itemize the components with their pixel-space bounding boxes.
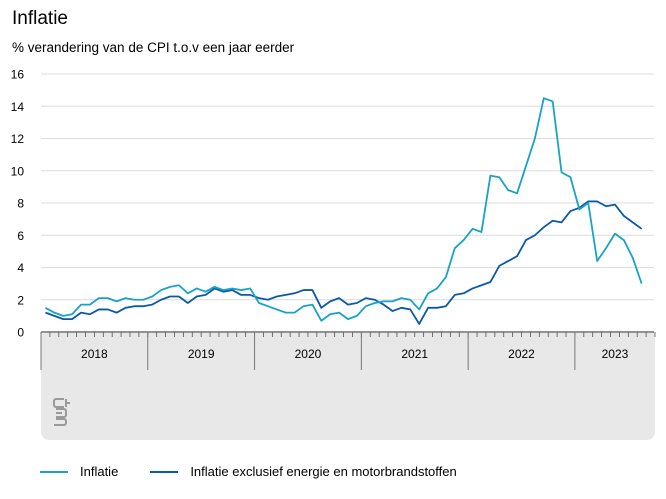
year-label-2019: 2019 — [188, 347, 215, 361]
chart-canvas: 0 2 4 6 8 10 12 14 16 2018 2019 2020 2021 2022 2023 — [11, 68, 656, 440]
year-label-2018: 2018 — [81, 347, 108, 361]
y-tick-label-14: 14 — [11, 100, 25, 114]
y-tick-label-6: 6 — [17, 229, 24, 243]
legend-swatch-kerninflatie — [150, 470, 179, 473]
y-tick-label-2: 2 — [17, 293, 24, 307]
x-axis-band-top — [41, 333, 655, 345]
legend-item-inflatie[interactable]: Inflatie — [40, 464, 118, 479]
y-tick-label-4: 4 — [17, 261, 24, 275]
series-line-inflatie — [45, 97, 643, 322]
x-axis-band — [41, 333, 655, 440]
legend-item-kerninflatie[interactable]: Inflatie exclusief energie en motorbrand… — [150, 464, 457, 479]
year-label-2023: 2023 — [602, 347, 629, 361]
year-label-2020: 2020 — [295, 347, 322, 361]
legend-label-inflatie: Inflatie — [80, 464, 119, 479]
y-tick-label-8: 8 — [17, 197, 24, 211]
year-label-2021: 2021 — [401, 347, 428, 361]
y-tick-label-10: 10 — [11, 164, 25, 178]
chart-legend: Inflatie Inflatie exclusief energie en m… — [40, 464, 489, 479]
legend-swatch-inflatie — [40, 470, 68, 473]
cbs-logo-icon — [53, 398, 70, 426]
series-line-kerninflatie — [45, 200, 643, 325]
chart-subtitle: % verandering van de CPI t.o.v een jaar … — [12, 40, 295, 55]
y-tick-label-16: 16 — [11, 68, 25, 82]
chart-title: Inflatie — [12, 8, 68, 29]
y-tick-label-0: 0 — [17, 326, 24, 340]
year-label-2022: 2022 — [508, 347, 535, 361]
legend-label-kerninflatie: Inflatie exclusief energie en motorbrand… — [190, 464, 457, 479]
y-tick-label-12: 12 — [11, 132, 25, 146]
